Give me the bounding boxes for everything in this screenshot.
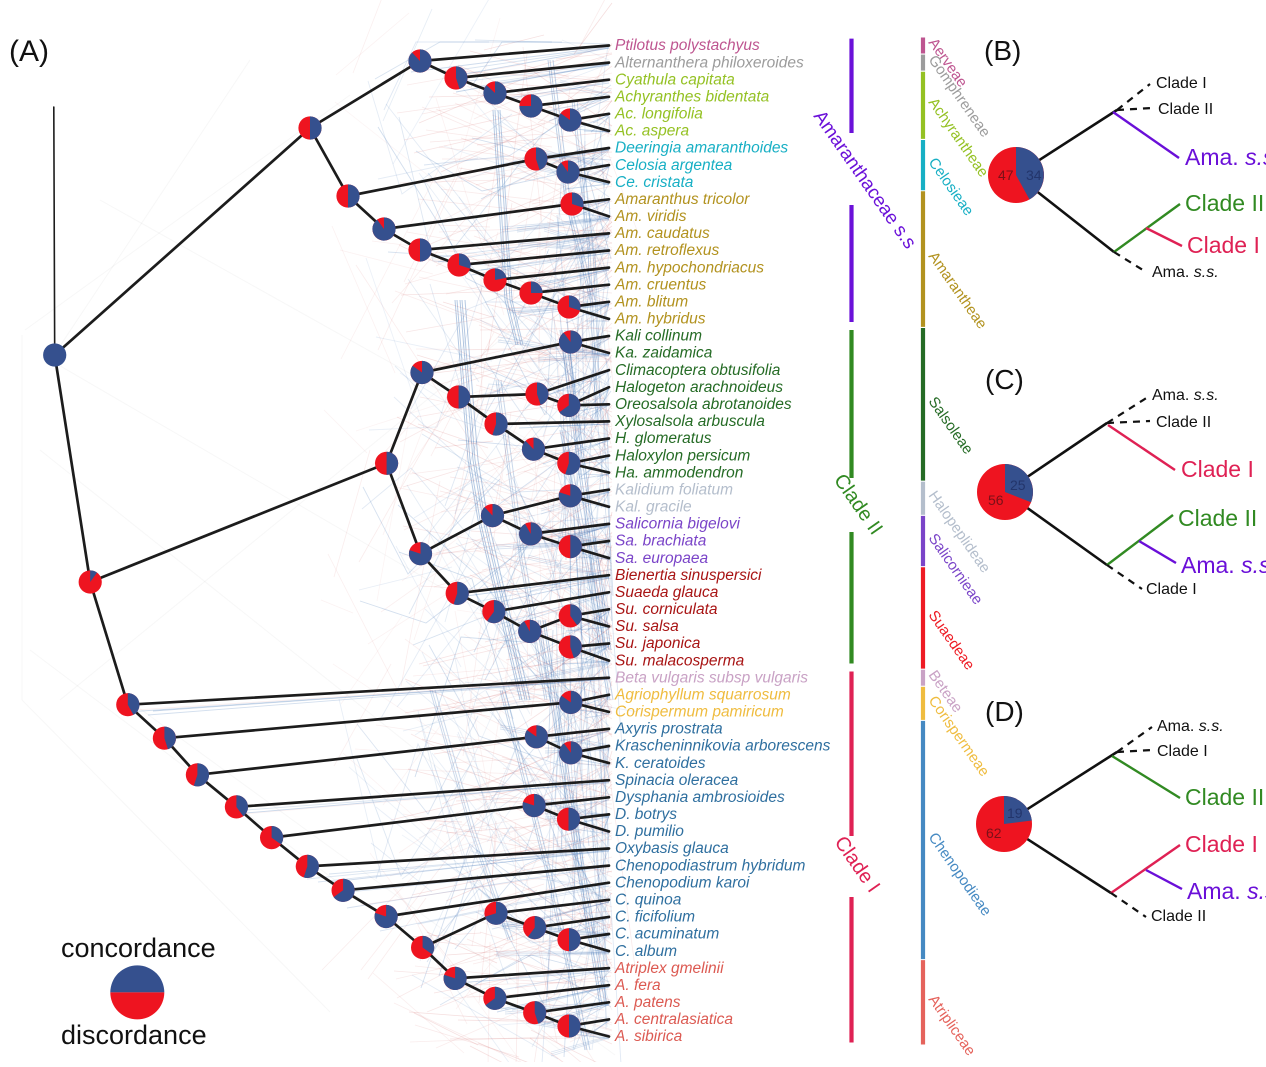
svg-text:Clade II: Clade II <box>1158 101 1213 118</box>
svg-text:Sa. europaea: Sa. europaea <box>615 550 708 567</box>
svg-text:Axyris prostrata: Axyris prostrata <box>614 721 723 738</box>
svg-text:Chenopodiastrum hybridum: Chenopodiastrum hybridum <box>615 857 805 874</box>
svg-text:Ce. cristata: Ce. cristata <box>615 174 694 191</box>
svg-text:Ama. s.s.: Ama. s.s. <box>1157 718 1224 735</box>
svg-text:Oxybasis glauca: Oxybasis glauca <box>615 840 729 857</box>
svg-text:Am. blitum: Am. blitum <box>614 294 688 311</box>
svg-text:Am. cruentus: Am. cruentus <box>614 276 707 293</box>
svg-text:Ptilotus polystachyus: Ptilotus polystachyus <box>615 37 760 54</box>
svg-text:Amaranthus tricolor: Amaranthus tricolor <box>614 191 750 208</box>
svg-text:Deeringia amaranthoides: Deeringia amaranthoides <box>615 140 788 157</box>
svg-text:Haloxylon persicum: Haloxylon persicum <box>615 447 750 464</box>
svg-text:Ka. zaidamica: Ka. zaidamica <box>615 345 713 362</box>
svg-text:Oreosalsola abrotanoides: Oreosalsola abrotanoides <box>615 396 792 413</box>
svg-text:Celosia argentea: Celosia argentea <box>615 157 733 174</box>
svg-text:Agriophyllum squarrosum: Agriophyllum squarrosum <box>614 687 791 704</box>
svg-text:Kali collinum: Kali collinum <box>615 328 702 345</box>
svg-text:Su. japonica: Su. japonica <box>615 635 701 652</box>
svg-text:C. acuminatum: C. acuminatum <box>615 926 719 943</box>
svg-text:Am. caudatus: Am. caudatus <box>614 225 710 242</box>
svg-text:47: 47 <box>998 167 1014 183</box>
svg-text:19: 19 <box>1007 805 1023 821</box>
svg-text:62: 62 <box>986 825 1002 841</box>
svg-text:Suaeda glauca: Suaeda glauca <box>615 584 719 601</box>
svg-text:A. centralasiatica: A. centralasiatica <box>614 1011 733 1028</box>
svg-text:Corispermum pamiricum: Corispermum pamiricum <box>615 704 784 721</box>
svg-text:(B): (B) <box>984 35 1021 66</box>
svg-text:Spinacia oleracea: Spinacia oleracea <box>615 772 739 789</box>
svg-text:Kal. gracile: Kal. gracile <box>615 499 692 516</box>
svg-text:concordance: concordance <box>61 933 216 963</box>
svg-text:A. patens: A. patens <box>614 994 681 1011</box>
svg-text:Ac. aspera: Ac. aspera <box>614 123 689 140</box>
svg-text:Am. hybridus: Am. hybridus <box>614 311 706 328</box>
svg-text:C. quinoa: C. quinoa <box>615 892 682 909</box>
svg-text:Clade I: Clade I <box>1185 831 1258 857</box>
svg-text:Am. viridis: Am. viridis <box>614 208 687 225</box>
svg-text:Clade II: Clade II <box>1151 908 1206 925</box>
svg-text:Clade II: Clade II <box>1185 190 1264 216</box>
svg-text:Clade I: Clade I <box>1187 232 1260 258</box>
svg-text:Salicornia bigelovi: Salicornia bigelovi <box>615 516 740 533</box>
svg-text:H. glomeratus: H. glomeratus <box>615 430 712 447</box>
svg-text:Climacoptera obtusifolia: Climacoptera obtusifolia <box>615 362 781 379</box>
svg-text:K. ceratoides: K. ceratoides <box>615 755 706 772</box>
svg-text:(D): (D) <box>985 696 1024 727</box>
svg-text:Kalidium foliatum: Kalidium foliatum <box>615 481 733 498</box>
svg-text:Clade II: Clade II <box>1178 505 1257 531</box>
svg-text:Ama. s.s.: Ama. s.s. <box>1152 387 1219 404</box>
svg-text:Bienertia sinuspersici: Bienertia sinuspersici <box>615 567 762 584</box>
svg-text:Clade I: Clade I <box>1156 75 1207 92</box>
svg-text:Su. corniculata: Su. corniculata <box>615 601 718 618</box>
svg-text:Am. hypochondriacus: Am. hypochondriacus <box>614 259 764 276</box>
svg-text:C. ficifolium: C. ficifolium <box>615 909 695 926</box>
svg-text:C. album: C. album <box>615 943 677 960</box>
svg-text:A. sibirica: A. sibirica <box>614 1028 683 1045</box>
svg-text:discordance: discordance <box>61 1020 207 1050</box>
svg-text:Clade I: Clade I <box>1157 743 1208 760</box>
svg-text:Ama. s.s.: Ama. s.s. <box>1181 552 1266 578</box>
svg-text:Clade II: Clade II <box>1185 784 1264 810</box>
svg-text:Xylosalsola arbuscula: Xylosalsola arbuscula <box>614 413 765 430</box>
svg-text:A. fera: A. fera <box>614 977 661 994</box>
svg-text:56: 56 <box>988 492 1004 508</box>
svg-text:Sa. brachiata: Sa. brachiata <box>615 533 707 550</box>
svg-text:Ama. s.s.: Ama. s.s. <box>1187 878 1266 904</box>
svg-text:Ama. s.s.: Ama. s.s. <box>1185 144 1266 170</box>
svg-text:Dysphania ambrosioides: Dysphania ambrosioides <box>615 789 785 806</box>
svg-text:Su. salsa: Su. salsa <box>615 618 679 635</box>
svg-text:Am. retroflexus: Am. retroflexus <box>614 242 719 259</box>
svg-text:Clade I: Clade I <box>1146 581 1197 598</box>
svg-text:D. pumilio: D. pumilio <box>615 823 684 840</box>
svg-text:Ac. longifolia: Ac. longifolia <box>614 106 703 123</box>
svg-text:34: 34 <box>1026 167 1042 183</box>
svg-text:Beta vulgaris subsp vulgaris: Beta vulgaris subsp vulgaris <box>615 669 808 686</box>
svg-text:D. botrys: D. botrys <box>615 806 677 823</box>
svg-text:Ha. ammodendron: Ha. ammodendron <box>615 464 743 481</box>
svg-text:Krascheninnikovia arborescens: Krascheninnikovia arborescens <box>615 738 831 755</box>
svg-text:25: 25 <box>1010 477 1026 493</box>
svg-text:Clade II: Clade II <box>1156 414 1211 431</box>
svg-text:(C): (C) <box>985 364 1024 395</box>
svg-text:Su. malacosperma: Su. malacosperma <box>615 652 745 669</box>
svg-text:Chenopodium karoi: Chenopodium karoi <box>615 874 750 891</box>
svg-text:Halogeton arachnoideus: Halogeton arachnoideus <box>615 379 783 396</box>
svg-text:Clade I: Clade I <box>1181 456 1254 482</box>
svg-text:Alternanthera philoxeroides: Alternanthera philoxeroides <box>614 54 804 71</box>
svg-text:Ama. s.s.: Ama. s.s. <box>1152 264 1219 281</box>
svg-text:(A): (A) <box>9 35 49 68</box>
svg-text:Achyranthes bidentata: Achyranthes bidentata <box>614 89 770 106</box>
svg-text:Cyathula capitata: Cyathula capitata <box>615 71 735 88</box>
svg-text:Atriplex gmelinii: Atriplex gmelinii <box>614 960 724 977</box>
